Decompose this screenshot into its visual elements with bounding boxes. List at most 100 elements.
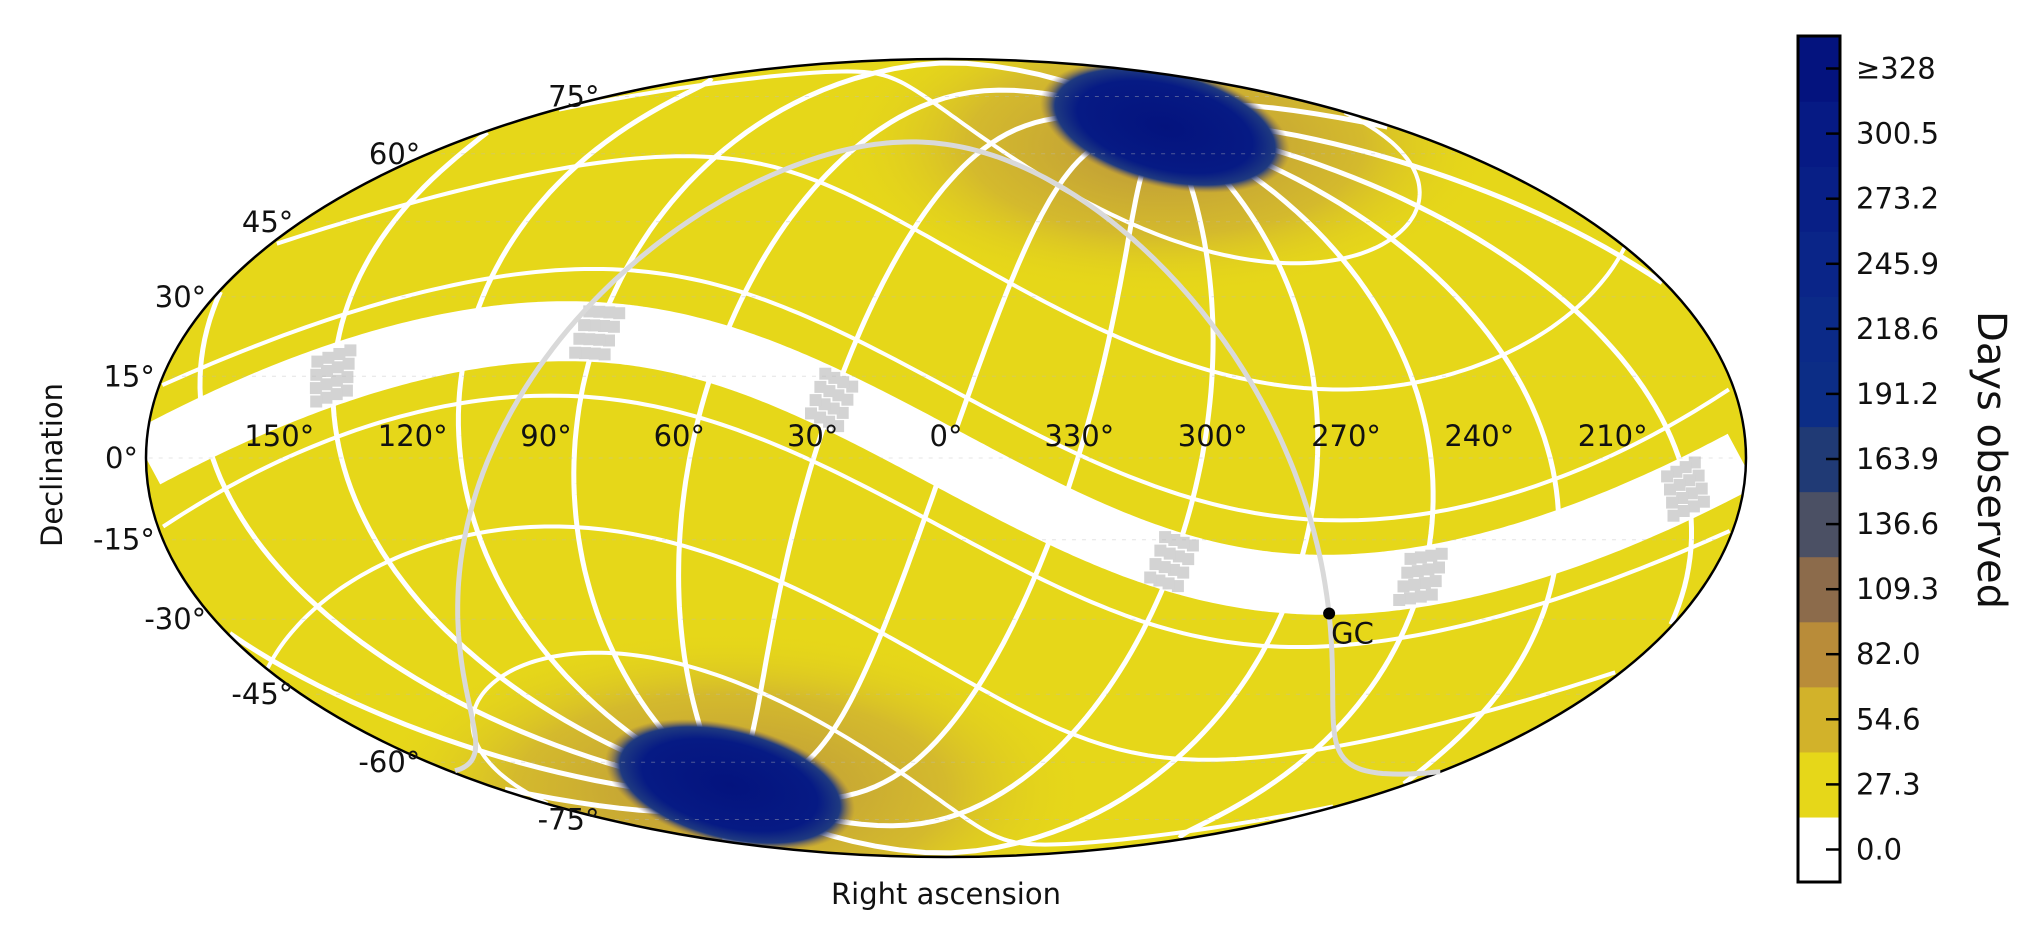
- dec-tick-label: 0°: [105, 441, 138, 475]
- gap-tile: [1414, 551, 1427, 564]
- camera-boundary: [276, 154, 1627, 392]
- gap-tile: [603, 334, 615, 347]
- camera-boundary: [162, 393, 1731, 649]
- map-boundary: [144, 57, 1748, 859]
- colorbar-tick-label: 218.6: [1856, 312, 1939, 346]
- ra-tick-label: 90°: [520, 419, 571, 453]
- gap-tile: [1182, 553, 1195, 566]
- gap-tile: [1393, 594, 1406, 606]
- colorbar-tick-label: 82.0: [1856, 637, 1921, 671]
- galactic-center-marker: [1323, 607, 1336, 620]
- gap-tile: [1177, 566, 1190, 579]
- colorbar-ticks: ≥328 300.5 273.2 245.9 218.6 191.2 163.9 136.6 1…: [1826, 52, 1939, 867]
- gap-tile: [588, 347, 601, 360]
- gap-tile: [1401, 566, 1414, 579]
- gap-tile: [1397, 580, 1410, 593]
- gap-tile: [1661, 470, 1674, 483]
- gap-tile: [1159, 531, 1172, 544]
- galactic-plane-curve: [454, 139, 1441, 777]
- ra-tick-label: 120°: [378, 419, 448, 453]
- ra-tick-label: 330°: [1044, 419, 1114, 453]
- gap-tile: [1688, 456, 1701, 469]
- dec-tick-label: 75°: [548, 80, 599, 114]
- gap-tile: [1172, 550, 1185, 563]
- gap-tile: [344, 344, 357, 357]
- ra-tick-label: 270°: [1311, 419, 1381, 453]
- gap-tile: [1664, 483, 1676, 496]
- camera-boundary: [265, 524, 1616, 762]
- gap-tile: [1408, 578, 1421, 591]
- gap-tile: [311, 355, 324, 368]
- dec-tick-label: 45°: [242, 205, 293, 239]
- gap-tile: [598, 320, 610, 332]
- gap-tile: [1692, 469, 1705, 482]
- gap-tile: [1422, 563, 1435, 576]
- gap-tile: [1144, 571, 1157, 584]
- gap-tile: [1168, 534, 1181, 546]
- gap-tile: [809, 394, 822, 407]
- dec-tick-label: -75°: [538, 803, 600, 837]
- gap-tile: [341, 371, 354, 384]
- colorbar-tick-label: 109.3: [1856, 572, 1939, 606]
- colorbar-tick-label: 54.6: [1856, 702, 1921, 736]
- gap-tile: [1404, 592, 1416, 605]
- gap-tile: [1414, 590, 1427, 603]
- gap-tile: [1697, 495, 1710, 508]
- gap-tile: [340, 384, 353, 397]
- dec-tick-label: -30°: [144, 602, 206, 636]
- colorbar-tick-label: 27.3: [1856, 767, 1921, 801]
- ra-tick-labels: 150° 120° 90° 60° 30° 0° 330° 300° 270° 240° 210°: [244, 419, 1647, 453]
- gap-tile: [1418, 577, 1431, 590]
- gap-tile: [1685, 487, 1698, 500]
- colorbar-tick-label: 245.9: [1856, 247, 1939, 281]
- gap-tile: [330, 388, 343, 401]
- gap-tile: [593, 305, 606, 318]
- gap-tile: [819, 367, 832, 380]
- galactic-center-label: GC: [1331, 616, 1374, 650]
- gap-tile: [827, 402, 840, 415]
- gap-tile: [1683, 474, 1696, 487]
- colorbar-tick-label: 0.0: [1856, 833, 1902, 867]
- dec-tick-label: -15°: [93, 523, 155, 557]
- gap-tile: [330, 374, 343, 387]
- gap-tile: [321, 365, 333, 377]
- gap-tile: [322, 351, 335, 364]
- graticule: [146, 96, 1733, 820]
- colorbar-tick-label: 273.2: [1856, 182, 1939, 216]
- gap-tile: [1667, 509, 1680, 522]
- colorbar: ≥328 300.5 273.2 245.9 218.6 191.2 163.9 136.6 1…: [1796, 34, 2014, 884]
- colorbar-tick-label: 191.2: [1856, 377, 1939, 411]
- gap-tile: [1158, 561, 1171, 574]
- south-continuous-viewing-zone: [604, 719, 856, 851]
- gap-tile: [607, 320, 620, 333]
- gap-tile: [1186, 539, 1199, 552]
- gap-tile: [320, 391, 333, 404]
- gap-tile: [1177, 536, 1190, 549]
- gap-tile: [320, 378, 333, 391]
- gap-tile: [1687, 500, 1700, 513]
- coverage-map: [146, 59, 1746, 857]
- gap-tile: [342, 357, 355, 370]
- gap-tile: [814, 411, 827, 424]
- gap-tile: [573, 332, 586, 345]
- dec-tick-label: 60°: [369, 137, 420, 171]
- dec-tick-label: -45°: [231, 677, 293, 711]
- gap-tile: [309, 382, 322, 395]
- ra-tick-label: 30°: [787, 419, 838, 453]
- gap-tile: [1679, 461, 1692, 474]
- gap-tile: [588, 319, 601, 332]
- gap-tile: [310, 395, 323, 408]
- north-continuous-viewing-zone: [1039, 61, 1291, 193]
- gap-tile: [579, 347, 591, 360]
- ra-tick-label: 210°: [1578, 419, 1648, 453]
- colorbar-tick-label: 136.6: [1856, 507, 1939, 541]
- gap-tile: [593, 333, 606, 346]
- gap-tile: [1677, 505, 1690, 517]
- gap-tile: [1404, 552, 1417, 565]
- gap-tile: [1695, 482, 1708, 495]
- gap-tile: [1673, 478, 1686, 491]
- camera-boundary: [161, 267, 1730, 523]
- dec-tick-label: 30°: [155, 280, 206, 314]
- ra-tick-label: 60°: [654, 419, 705, 453]
